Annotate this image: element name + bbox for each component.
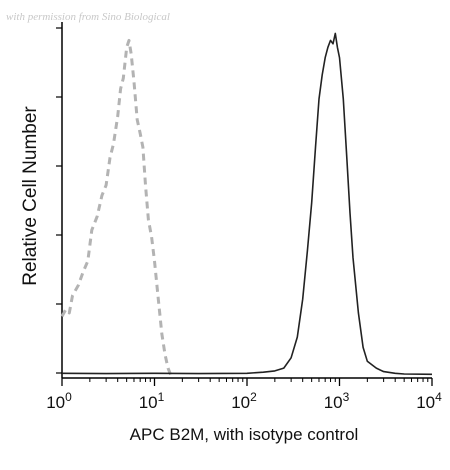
x-tick-label-2: 102 bbox=[231, 390, 257, 412]
series-1-line bbox=[61, 32, 433, 376]
watermark-text: with permission from Sino Biological bbox=[6, 11, 170, 23]
x-axis-ticks: 100 101 102 103 104 bbox=[46, 378, 442, 412]
series-0-line bbox=[60, 38, 173, 376]
x-axis-label: APC B2M, with isotype control bbox=[130, 425, 359, 444]
x-tick-label-4: 104 bbox=[416, 390, 442, 412]
plot-frame bbox=[61, 22, 432, 379]
y-axis-ticks bbox=[56, 27, 62, 374]
y-axis-label: Relative Cell Number bbox=[20, 106, 41, 286]
x-tick-label-3: 103 bbox=[324, 390, 350, 412]
x-tick-label-0: 100 bbox=[46, 390, 72, 412]
series-layer bbox=[60, 32, 433, 376]
x-tick-label-1: 101 bbox=[139, 390, 165, 412]
